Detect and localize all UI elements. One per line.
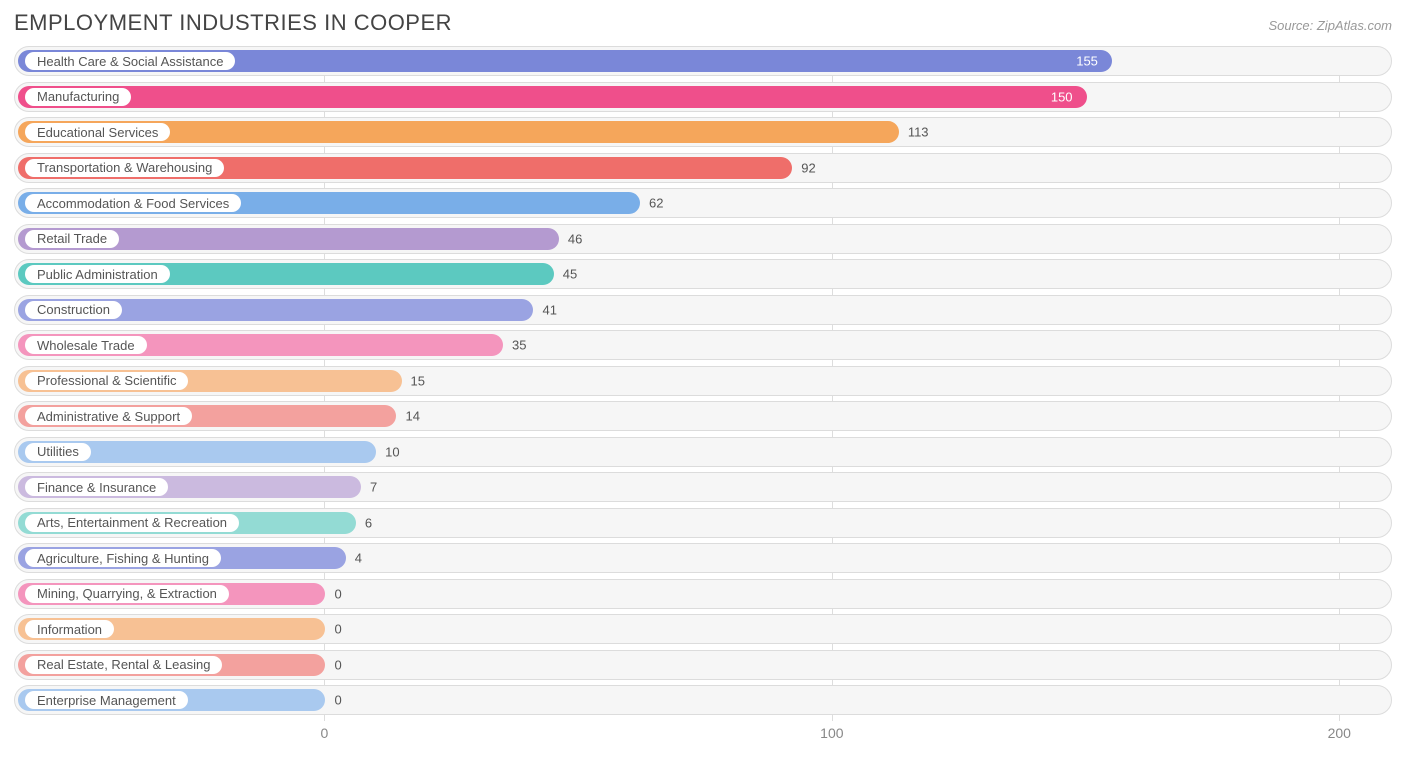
bar-label-pill: Transportation & Warehousing: [25, 159, 224, 177]
bar-label-pill: Utilities: [25, 443, 91, 461]
bar-label-pill: Information: [25, 620, 114, 638]
bar-value: 4: [355, 551, 362, 566]
x-tick: 100: [820, 725, 843, 741]
bar-label-pill: Public Administration: [25, 265, 170, 283]
bar-value: 0: [334, 693, 341, 708]
bar-value: 41: [542, 302, 556, 317]
bar-value: 92: [801, 160, 815, 175]
bar-row: 10 Utilities: [14, 437, 1392, 467]
bar-value: 35: [512, 338, 526, 353]
chart-header: EMPLOYMENT INDUSTRIES IN COOPER Source: …: [14, 10, 1392, 36]
bar-label-pill: Accommodation & Food Services: [25, 194, 241, 212]
bar-value: 113: [908, 125, 929, 140]
bar-row: 113 Educational Services: [14, 117, 1392, 147]
bar-value: 14: [405, 409, 419, 424]
bar-row: 14 Administrative & Support: [14, 401, 1392, 431]
bar-row: 155 Health Care & Social Assistance: [14, 46, 1392, 76]
bar-value: 0: [334, 622, 341, 637]
x-tick: 0: [321, 725, 329, 741]
bar-label-pill: Arts, Entertainment & Recreation: [25, 514, 239, 532]
bar-value: 0: [334, 586, 341, 601]
bar-row: 0 Real Estate, Rental & Leasing: [14, 650, 1392, 680]
bar-row: 6 Arts, Entertainment & Recreation: [14, 508, 1392, 538]
bar-row: 45 Public Administration: [14, 259, 1392, 289]
bar-label-pill: Mining, Quarrying, & Extraction: [25, 585, 229, 603]
bar-row: 41 Construction: [14, 295, 1392, 325]
bar-label-pill: Agriculture, Fishing & Hunting: [25, 549, 221, 567]
bar-label-pill: Wholesale Trade: [25, 336, 147, 354]
bar-label-pill: Educational Services: [25, 123, 170, 141]
bar-row: 0 Information: [14, 614, 1392, 644]
bar-value: 10: [385, 444, 399, 459]
bar-row: 62 Accommodation & Food Services: [14, 188, 1392, 218]
bar-row: 35 Wholesale Trade: [14, 330, 1392, 360]
bar-label-pill: Real Estate, Rental & Leasing: [25, 656, 222, 674]
bar-label-pill: Retail Trade: [25, 230, 119, 248]
bar-row: 0 Mining, Quarrying, & Extraction: [14, 579, 1392, 609]
x-axis: 0 100 200: [14, 721, 1392, 749]
bar-row: 0 Enterprise Management: [14, 685, 1392, 715]
bar-label-pill: Finance & Insurance: [25, 478, 168, 496]
bar-label-pill: Professional & Scientific: [25, 372, 188, 390]
bar-value: 62: [649, 196, 663, 211]
bar-value: 7: [370, 480, 377, 495]
bar-value: 0: [334, 657, 341, 672]
bar-row: 150 Manufacturing: [14, 82, 1392, 112]
bar-value: 150: [1051, 89, 1073, 104]
bar-row: 92 Transportation & Warehousing: [14, 153, 1392, 183]
bar-label-pill: Enterprise Management: [25, 691, 188, 709]
bar-value: 6: [365, 515, 372, 530]
bar-label-pill: Administrative & Support: [25, 407, 192, 425]
bar-label-pill: Construction: [25, 301, 122, 319]
bar-row: 4 Agriculture, Fishing & Hunting: [14, 543, 1392, 573]
bar-row: 7 Finance & Insurance: [14, 472, 1392, 502]
bar-value: 45: [563, 267, 577, 282]
bar-value: 15: [411, 373, 425, 388]
bar-value: 46: [568, 231, 582, 246]
chart-title: EMPLOYMENT INDUSTRIES IN COOPER: [14, 10, 452, 36]
bar-row: 15 Professional & Scientific: [14, 366, 1392, 396]
x-tick: 200: [1328, 725, 1351, 741]
chart-bars: 155Health Care & Social Assistance150Man…: [14, 46, 1392, 715]
chart-source: Source: ZipAtlas.com: [1268, 18, 1392, 33]
bar-fill: 150: [18, 86, 1087, 108]
bar-row: 46 Retail Trade: [14, 224, 1392, 254]
bar-label-pill: Manufacturing: [25, 88, 131, 106]
chart-area: 155Health Care & Social Assistance150Man…: [14, 46, 1392, 749]
bar-label-pill: Health Care & Social Assistance: [25, 52, 235, 70]
bar-value: 155: [1076, 54, 1098, 69]
